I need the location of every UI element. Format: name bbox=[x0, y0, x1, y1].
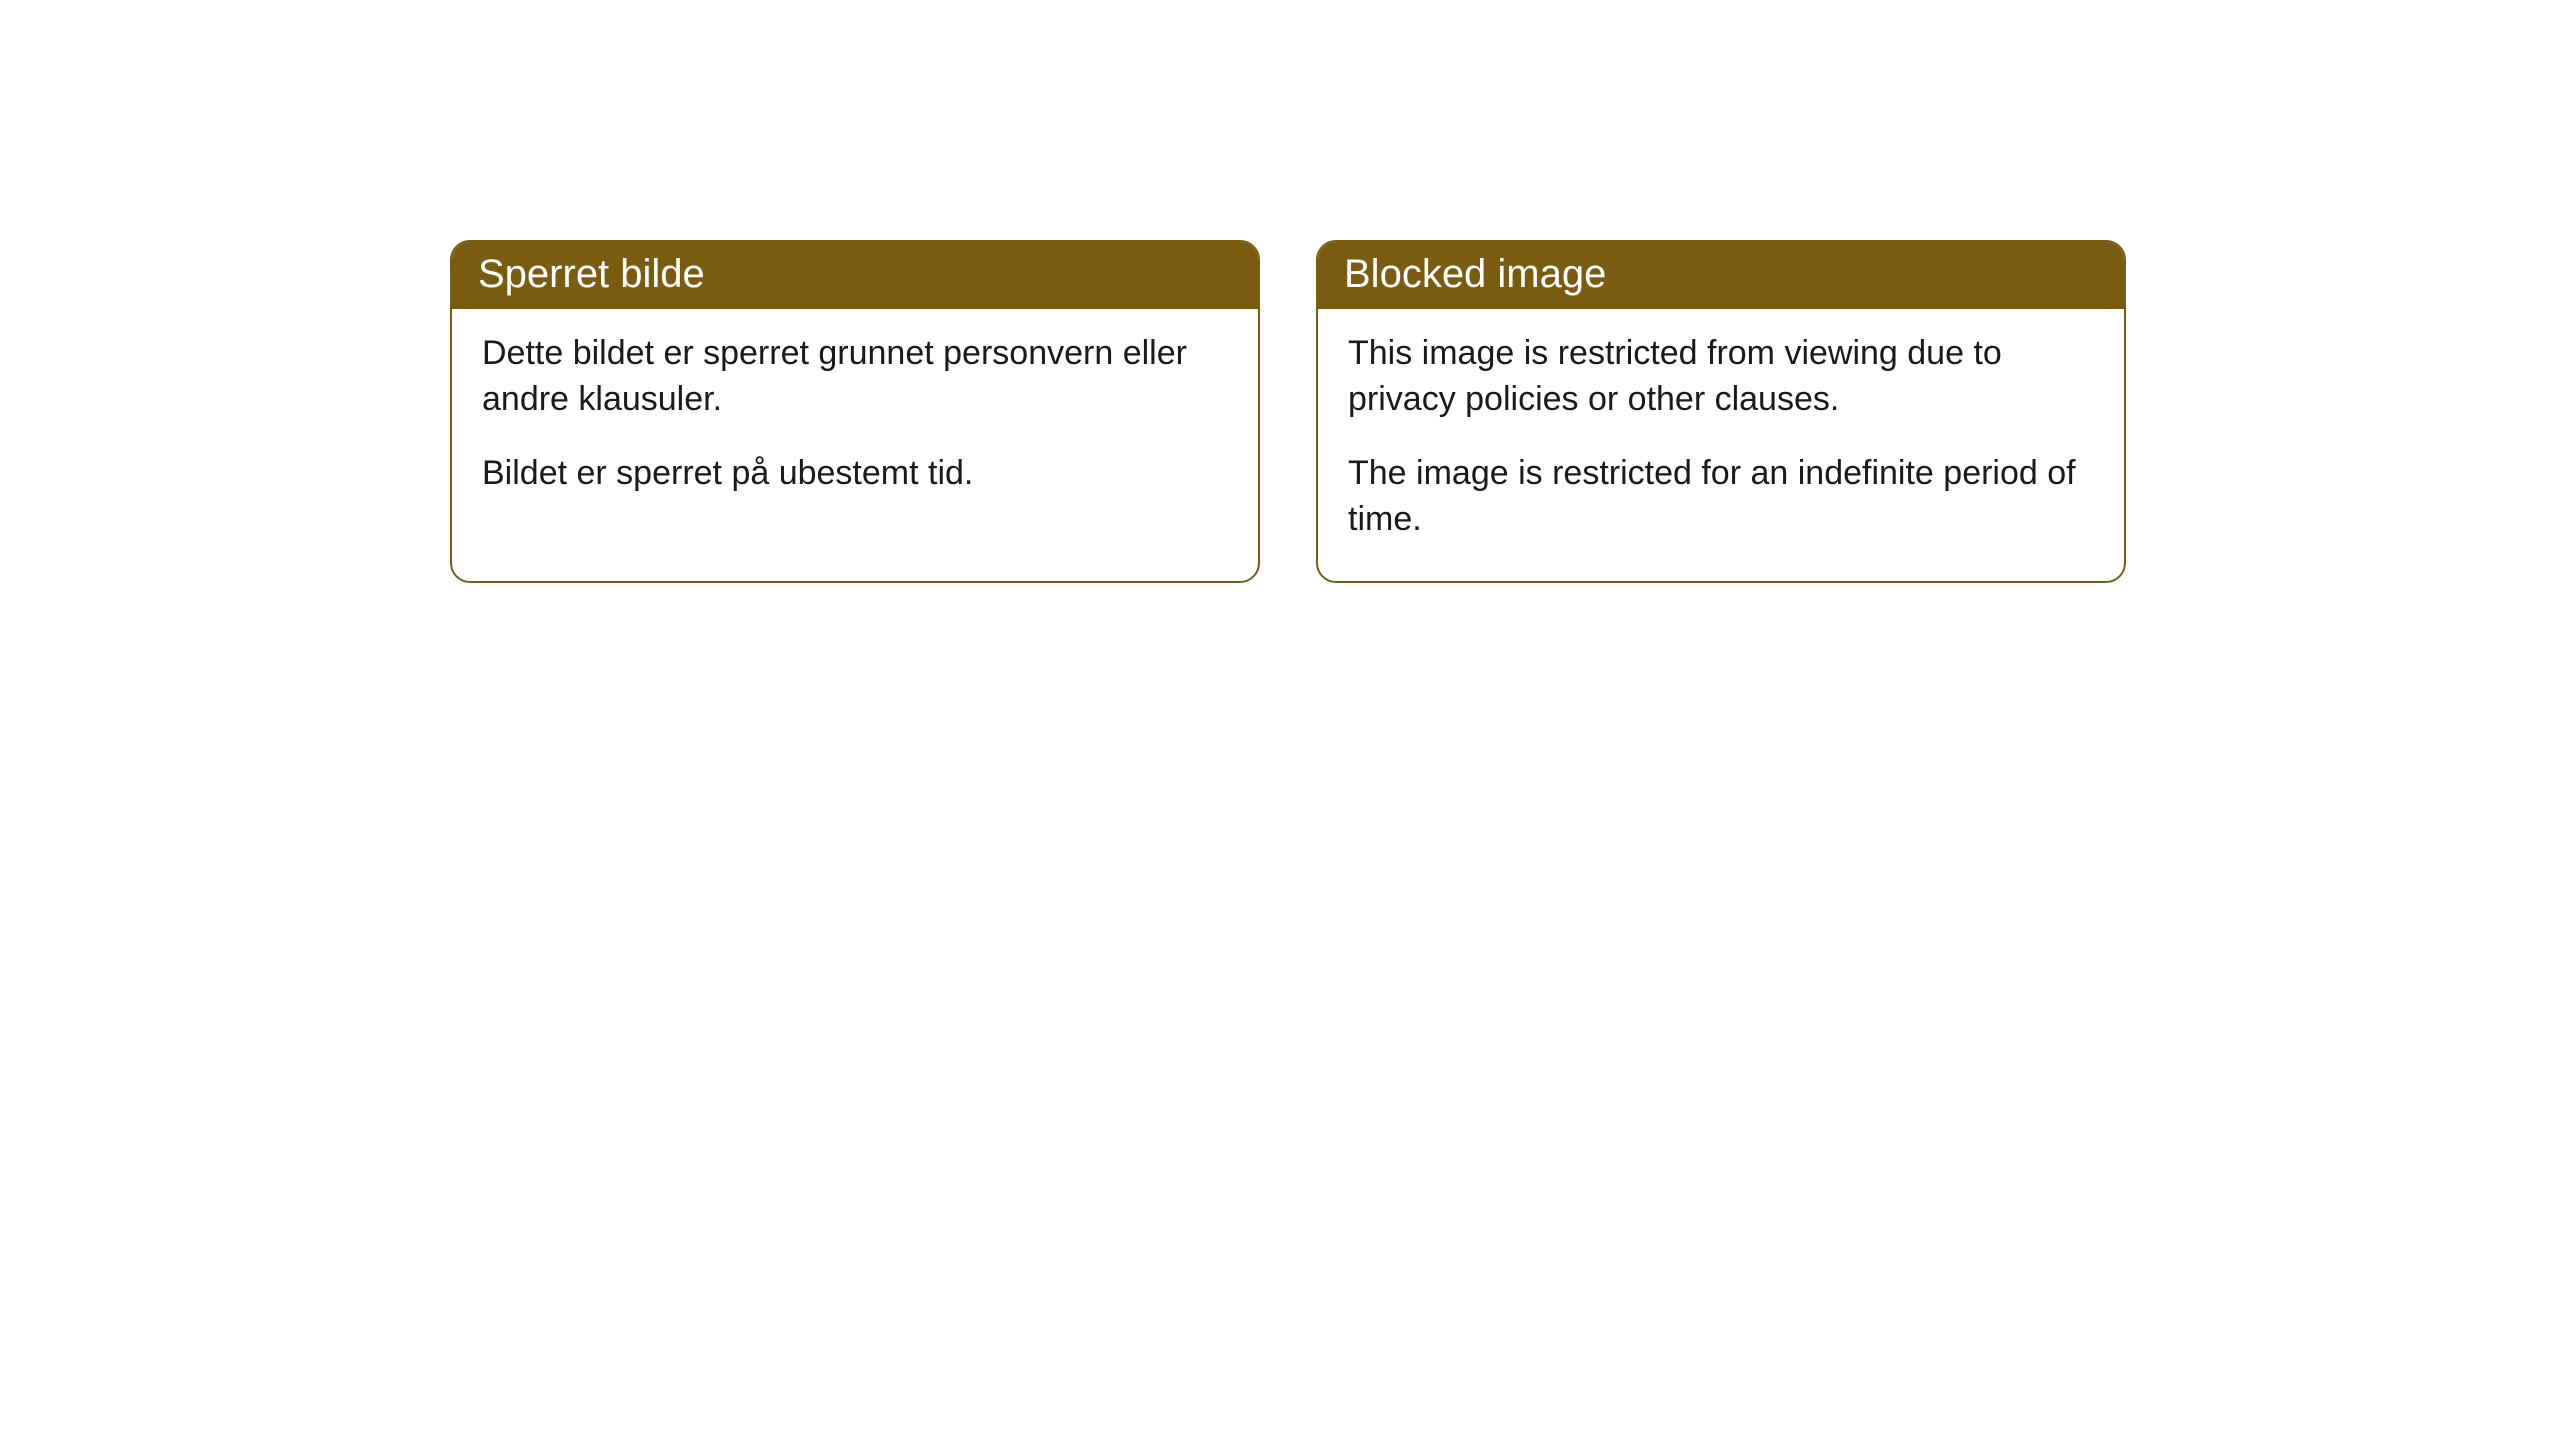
card-body: Dette bildet er sperret grunnet personve… bbox=[452, 309, 1258, 535]
card-title: Blocked image bbox=[1344, 252, 1606, 296]
notice-cards-container: Sperret bilde Dette bildet er sperret gr… bbox=[450, 240, 2126, 583]
card-title: Sperret bilde bbox=[478, 252, 705, 296]
card-header: Sperret bilde bbox=[452, 242, 1258, 309]
card-paragraph-2: Bildet er sperret på ubestemt tid. bbox=[482, 451, 1228, 497]
card-paragraph-1: This image is restricted from viewing du… bbox=[1348, 331, 2094, 423]
notice-card-norwegian: Sperret bilde Dette bildet er sperret gr… bbox=[450, 240, 1260, 583]
card-paragraph-2: The image is restricted for an indefinit… bbox=[1348, 451, 2094, 543]
card-header: Blocked image bbox=[1318, 242, 2124, 309]
card-body: This image is restricted from viewing du… bbox=[1318, 309, 2124, 581]
notice-card-english: Blocked image This image is restricted f… bbox=[1316, 240, 2126, 583]
card-paragraph-1: Dette bildet er sperret grunnet personve… bbox=[482, 331, 1228, 423]
